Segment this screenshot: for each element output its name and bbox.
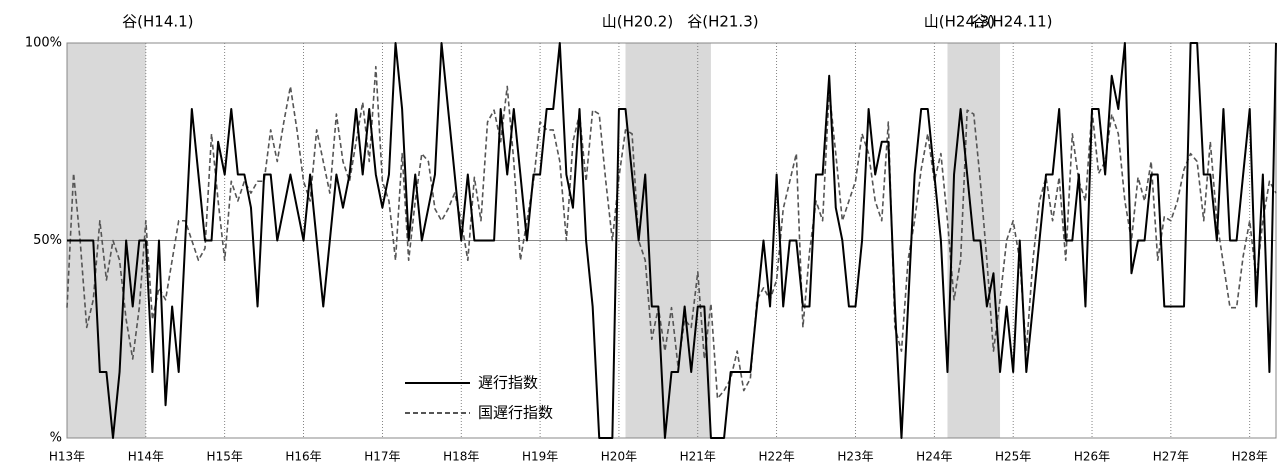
x-tick-label: H25年 xyxy=(995,450,1031,464)
x-tick-label: H14年 xyxy=(128,450,164,464)
x-tick-label: H17年 xyxy=(364,450,400,464)
x-tick-label: H19年 xyxy=(522,450,558,464)
annotation: 谷(H14.1) xyxy=(122,13,193,31)
y-tick-label: % xyxy=(50,431,62,446)
x-tick-label: H21年 xyxy=(680,450,716,464)
series-line xyxy=(66,65,1277,400)
y-tick-label: 50% xyxy=(33,233,62,248)
x-tick-label: H13年 xyxy=(49,450,85,464)
x-tick-label: H18年 xyxy=(443,450,479,464)
x-tick-label: H16年 xyxy=(285,450,321,464)
x-tick-label: H23年 xyxy=(837,450,873,464)
x-tick-label: H22年 xyxy=(758,450,794,464)
x-tick-label: H20年 xyxy=(601,450,637,464)
x-tick-label: H24年 xyxy=(916,450,952,464)
annotation: 谷(H24.11) xyxy=(972,13,1053,31)
annotation: 山(H20.2) xyxy=(602,13,673,31)
x-tick-label: H27年 xyxy=(1153,450,1189,464)
x-tick-label: H26年 xyxy=(1074,450,1110,464)
series-line xyxy=(67,42,1277,439)
legend-label: 遅行指数 xyxy=(478,374,538,392)
annotation: 山(H24.3) xyxy=(924,13,995,31)
y-tick-label: 100% xyxy=(25,36,62,51)
legend-label: 国遅行指数 xyxy=(478,404,553,422)
x-tick-label: H15年 xyxy=(207,450,243,464)
x-tick-label: H28年 xyxy=(1232,450,1268,464)
annotation: 谷(H21.3) xyxy=(687,13,758,31)
